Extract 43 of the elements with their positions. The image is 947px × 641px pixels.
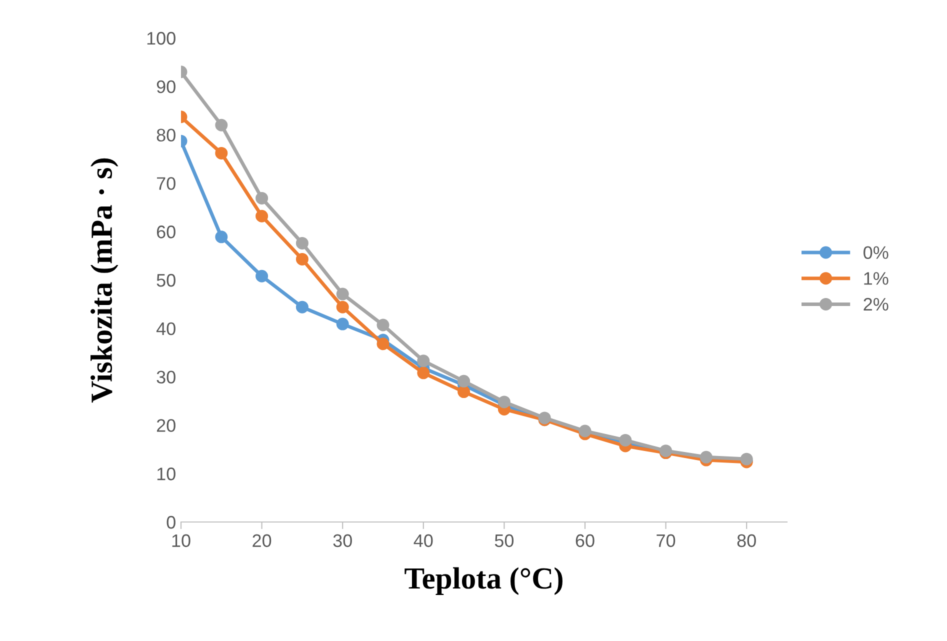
x-tick-label: 80 — [737, 534, 756, 548]
point — [256, 270, 268, 282]
legend-label: 2% — [864, 298, 888, 311]
point — [336, 300, 349, 314]
y-tick-label: 20 — [156, 419, 176, 432]
x-tick-label: 50 — [494, 534, 514, 548]
legend-label: 1% — [864, 272, 888, 285]
y-tick-label: 100 — [147, 32, 176, 45]
y-tick-label: 70 — [156, 177, 176, 190]
point — [376, 318, 390, 332]
point — [417, 354, 430, 368]
point — [256, 210, 268, 222]
point — [458, 386, 470, 398]
point — [296, 252, 308, 266]
point — [215, 146, 228, 160]
point — [336, 318, 349, 330]
point — [498, 396, 510, 408]
y-tick-label: 10 — [157, 468, 176, 480]
y-tick-label: 90 — [156, 80, 176, 94]
point — [256, 192, 268, 204]
point — [458, 374, 470, 388]
point — [215, 230, 228, 244]
point — [296, 300, 308, 314]
x-tick-label: 40 — [414, 534, 433, 548]
point — [296, 236, 308, 250]
y-axis-title: Viskozita (mPa · s) — [90, 158, 118, 403]
x-tick-label: 60 — [576, 534, 594, 548]
x-tick-label: 20 — [252, 534, 272, 548]
legend-label: 0% — [864, 246, 888, 259]
y-tick-label: 40 — [156, 322, 176, 336]
y-tick-label: 30 — [156, 370, 176, 384]
y-tick-label: 0 — [166, 516, 176, 529]
point — [336, 288, 349, 300]
point — [376, 338, 390, 350]
x-tick-label: 30 — [333, 534, 352, 548]
point — [215, 118, 228, 132]
y-tick-label: 50 — [156, 274, 176, 287]
y-tick-label: 80 — [156, 128, 176, 142]
y-tick-label: 60 — [156, 226, 176, 238]
x-tick-label: 70 — [656, 534, 676, 548]
x-tick-label: 10 — [172, 534, 190, 548]
x-axis-title: Teplota (°C) — [404, 567, 562, 596]
point — [417, 366, 430, 380]
